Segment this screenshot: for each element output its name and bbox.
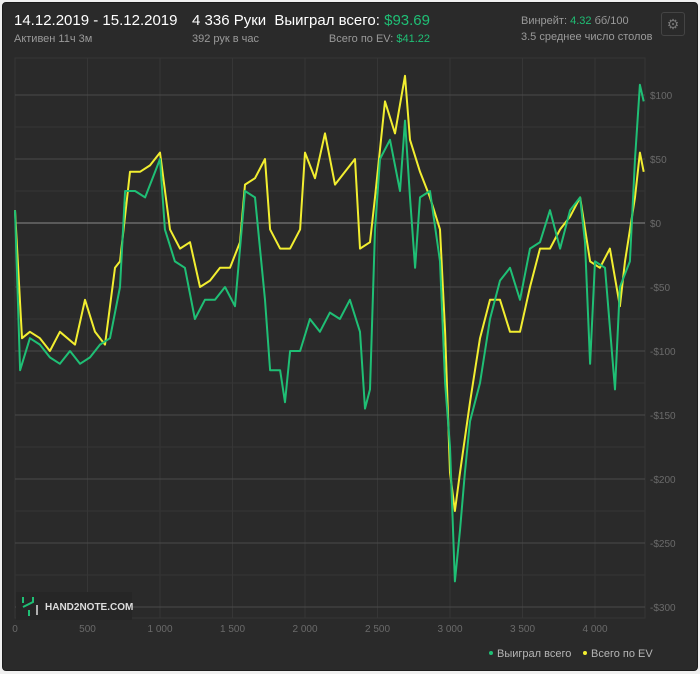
winrate: Винрейт: 4.32 бб/100 — [521, 15, 629, 27]
won-total: Выиграл всего: $93.69 — [274, 12, 430, 29]
hands-count: 4 336 Руки — [192, 12, 267, 29]
legend-label: Выиграл всего — [497, 648, 571, 660]
x-tick-label: 1 500 — [220, 624, 245, 635]
avg-tables: 3.5 среднее число столов — [521, 31, 653, 43]
y-tick-label: -$100 — [650, 347, 676, 358]
y-tick-label: $0 — [650, 219, 662, 230]
active-time: Активен 11ч 3м — [14, 33, 93, 45]
ev-value: $41.22 — [396, 33, 430, 45]
won-value: $93.69 — [384, 12, 430, 29]
gear-icon: ⚙ — [666, 16, 680, 32]
y-tick-label: -$300 — [650, 603, 676, 614]
x-tick-label: 3 000 — [437, 624, 462, 635]
hands-per-hour: 392 рук в час — [192, 33, 260, 45]
x-tick-label: 3 500 — [510, 624, 535, 635]
y-tick-label: $100 — [650, 91, 673, 102]
y-tick-label: -$150 — [650, 411, 676, 422]
legend-label: Всего по EV — [591, 648, 653, 660]
watermark: HAND2NOTE.COM — [16, 592, 133, 620]
y-tick-label: -$250 — [650, 539, 676, 550]
ev-label: Всего по EV: — [328, 33, 394, 45]
legend-marker — [583, 651, 587, 655]
x-tick-label: 4 000 — [582, 624, 607, 635]
hand2note-logo-icon — [22, 597, 34, 616]
series-line-won — [14, 83, 645, 583]
x-tick-label: 2 500 — [365, 624, 390, 635]
series-line-ev — [14, 74, 645, 512]
winrate-value: 4.32 — [570, 15, 592, 27]
x-tick-label: 1 000 — [147, 624, 172, 635]
watermark-text: HAND2NOTE.COM — [45, 602, 133, 613]
x-tick-label: 0 — [12, 624, 18, 635]
ev-total: Всего по EV: $41.22 — [329, 33, 430, 45]
winrate-unit: бб/100 — [594, 15, 629, 27]
winrate-label: Винрейт: — [521, 15, 568, 27]
x-tick-label: 500 — [79, 624, 96, 635]
date-range: 14.12.2019 - 15.12.2019 — [14, 12, 178, 29]
x-tick-label: 2 000 — [292, 624, 317, 635]
y-tick-label: $50 — [650, 155, 667, 166]
legend-marker — [489, 651, 493, 655]
won-label: Выиграл всего: — [274, 12, 380, 29]
y-tick-label: -$50 — [650, 283, 670, 294]
y-tick-label: -$200 — [650, 475, 676, 486]
settings-button[interactable]: ⚙ — [661, 12, 685, 36]
